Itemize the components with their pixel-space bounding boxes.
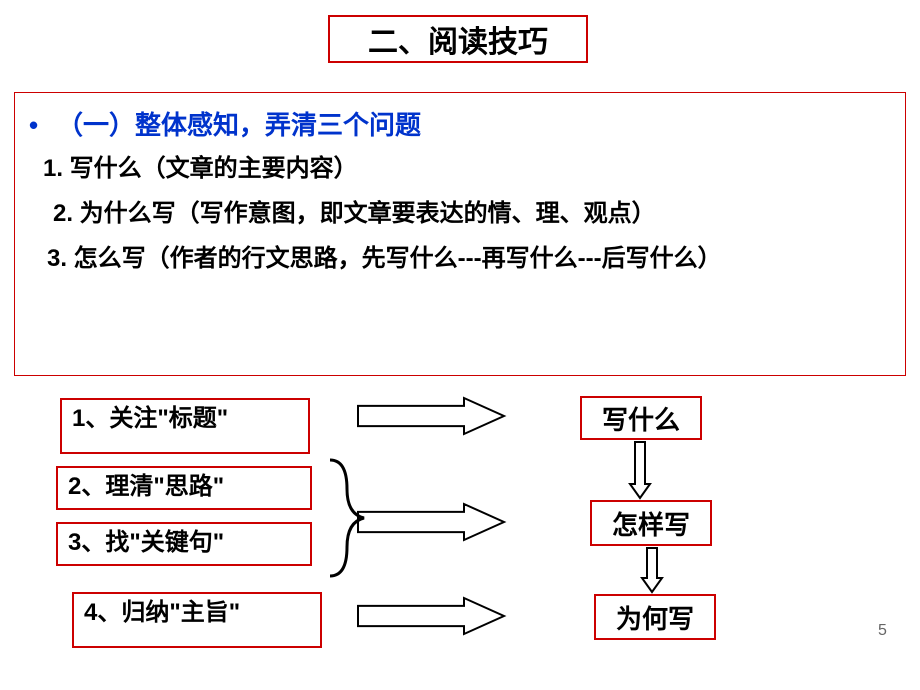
block-arrow-right	[358, 598, 504, 634]
block-arrow-right	[358, 504, 504, 540]
down-arrow	[642, 548, 662, 592]
arrows-layer	[0, 0, 920, 690]
block-arrow-right	[358, 398, 504, 434]
slide: { "title": { "text": "二、阅读技巧", "left": 3…	[0, 0, 920, 690]
page-number: 5	[878, 622, 887, 640]
down-arrow	[630, 442, 650, 498]
